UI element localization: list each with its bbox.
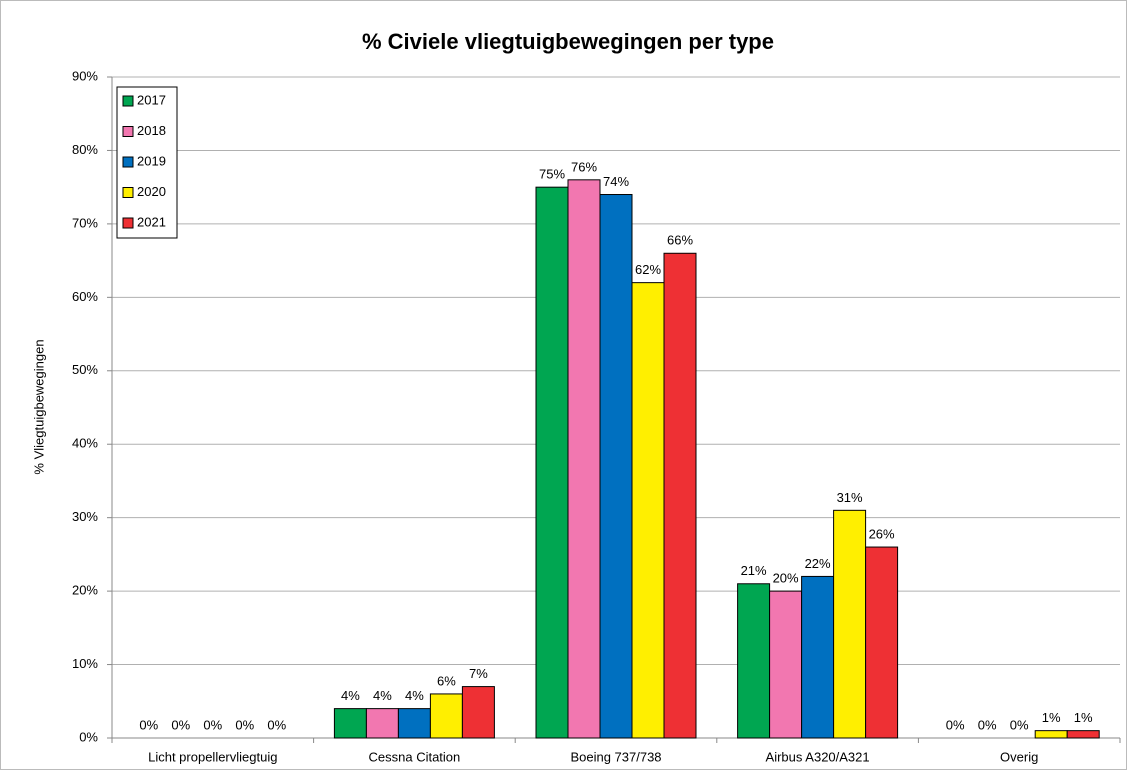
- value-label: 74%: [603, 174, 629, 189]
- value-label: 0%: [978, 717, 997, 732]
- x-tick-label: Airbus A320/A321: [766, 749, 870, 764]
- value-label: 0%: [235, 717, 254, 732]
- y-tick-label: 40%: [72, 436, 98, 451]
- legend-swatch: [122, 156, 134, 168]
- bar: [1066, 730, 1100, 739]
- value-label: 0%: [267, 717, 286, 732]
- bar: [833, 509, 867, 739]
- legend-label: 2020: [137, 184, 166, 199]
- y-tick-label: 50%: [72, 362, 98, 377]
- bar: [599, 194, 633, 739]
- bar: [1034, 730, 1068, 739]
- bar: [865, 546, 899, 739]
- legend-label: 2017: [137, 92, 166, 107]
- chart-title: % Civiele vliegtuigbewegingen per type: [362, 29, 774, 54]
- x-tick-label: Overig: [1000, 749, 1038, 764]
- value-label: 0%: [171, 717, 190, 732]
- legend-swatch: [122, 126, 134, 137]
- bar: [535, 186, 569, 739]
- value-label: 6%: [437, 673, 456, 688]
- value-label: 20%: [773, 571, 799, 586]
- value-label: 0%: [946, 717, 965, 732]
- y-tick-label: 90%: [72, 68, 98, 83]
- value-label: 22%: [805, 556, 831, 571]
- bar: [801, 575, 835, 739]
- bar: [663, 252, 697, 739]
- legend-swatch: [122, 187, 134, 198]
- x-tick-label: Boeing 737/738: [570, 749, 661, 764]
- bar: [365, 708, 399, 739]
- value-label: 0%: [203, 717, 222, 732]
- legend-label: 2019: [137, 153, 166, 168]
- value-label: 62%: [635, 262, 661, 277]
- value-label: 21%: [741, 563, 767, 578]
- value-label: 4%: [405, 688, 424, 703]
- legend-label: 2021: [137, 214, 166, 229]
- value-label: 1%: [1074, 710, 1093, 725]
- x-tick-label: Licht propellervliegtuig: [148, 749, 277, 764]
- bar: [737, 583, 771, 739]
- bar: [567, 179, 601, 739]
- y-tick-label: 70%: [72, 215, 98, 230]
- y-tick-label: 10%: [72, 656, 98, 671]
- value-label: 75%: [539, 167, 565, 182]
- value-label: 1%: [1042, 710, 1061, 725]
- bar: [461, 686, 495, 739]
- x-tick-label: Cessna Citation: [369, 749, 461, 764]
- value-label: 0%: [139, 717, 158, 732]
- bar: [769, 590, 803, 739]
- y-tick-label: 80%: [72, 142, 98, 157]
- value-label: 4%: [373, 688, 392, 703]
- value-label: 66%: [667, 233, 693, 248]
- y-tick-label: 60%: [72, 289, 98, 304]
- value-label: 7%: [469, 666, 488, 681]
- y-axis-label: % Vliegtuigbewegingen: [31, 339, 46, 474]
- legend-swatch: [122, 217, 134, 229]
- value-label: 31%: [837, 490, 863, 505]
- bar: [333, 708, 367, 739]
- legend-swatch: [122, 95, 134, 107]
- bar: [397, 708, 431, 739]
- value-label: 26%: [869, 526, 895, 541]
- bar: [429, 693, 463, 739]
- legend-label: 2018: [137, 123, 166, 138]
- bar: [631, 282, 665, 739]
- value-label: 0%: [1010, 717, 1029, 732]
- value-label: 4%: [341, 688, 360, 703]
- value-label: 76%: [571, 159, 597, 174]
- y-tick-label: 0%: [79, 729, 98, 744]
- y-tick-label: 20%: [72, 583, 98, 598]
- y-tick-label: 30%: [72, 509, 98, 524]
